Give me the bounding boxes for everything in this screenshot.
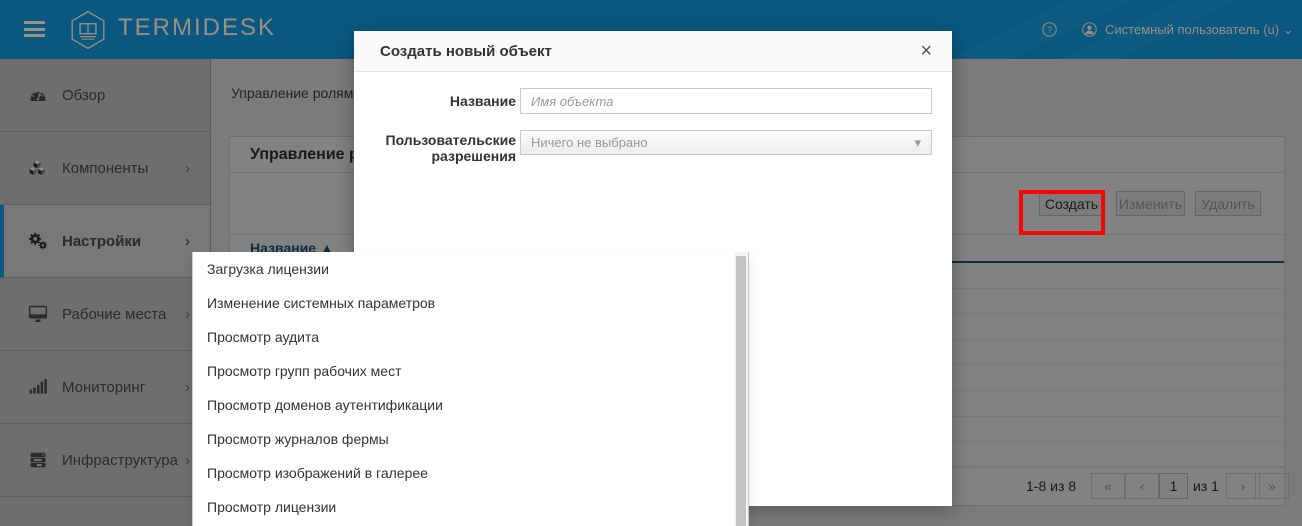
svg-text:?: ?	[1047, 26, 1052, 35]
